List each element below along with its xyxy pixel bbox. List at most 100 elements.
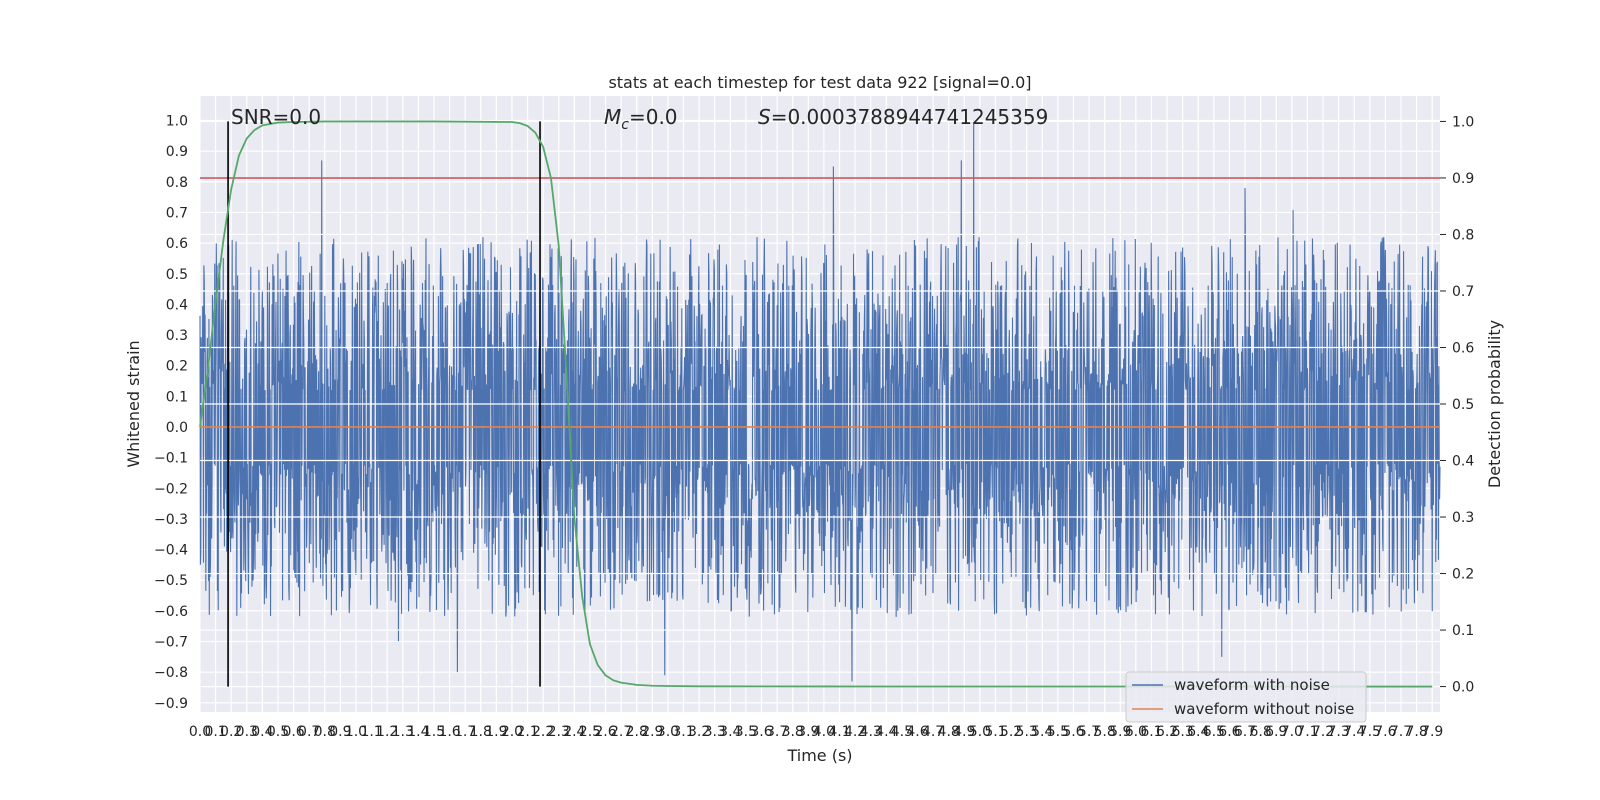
legend-label-clean: waveform without noise: [1174, 700, 1354, 718]
x-tick-label: 7.7: [1390, 724, 1412, 740]
x-tick-label: 2.3: [548, 724, 570, 740]
x-tick-label: 7.0: [1281, 724, 1303, 740]
x-tick-label: 1.3: [392, 724, 414, 740]
x-axis-label: Time (s): [786, 746, 852, 765]
x-tick-label: 7.1: [1296, 724, 1318, 740]
y-axis-label: Whitened strain: [124, 340, 143, 467]
y-tick-label: 0.3: [166, 328, 188, 344]
x-tick-label: 2.9: [641, 724, 663, 740]
x-tick-label: 5.9: [1109, 724, 1131, 740]
x-tick-label: 7.3: [1327, 724, 1349, 740]
axes: 0.00.10.20.30.40.50.60.70.80.91.01.11.21…: [154, 114, 1474, 740]
x-tick-label: 6.0: [1125, 724, 1147, 740]
y-tick-label: −0.9: [154, 696, 188, 712]
x-tick-label: 1.4: [407, 724, 429, 740]
x-tick-label: 7.4: [1343, 724, 1365, 740]
x-tick-label: 2.8: [626, 724, 648, 740]
noise-trace: [199, 120, 1441, 682]
x-tick-label: 1.6: [438, 724, 460, 740]
y-tick-label: 0.0: [166, 420, 188, 436]
x-tick-label: 3.3: [704, 724, 726, 740]
x-tick-label: 2.4: [563, 724, 585, 740]
x-tick-label: 7.5: [1359, 724, 1381, 740]
x-tick-label: 3.2: [688, 724, 710, 740]
legend-label-noise: waveform with noise: [1174, 676, 1330, 694]
series-waveform-with-noise: [199, 120, 1441, 682]
y2-tick-label: 0.2: [1452, 567, 1474, 583]
y-tick-label: −0.8: [154, 665, 188, 681]
x-tick-label: 0.6: [282, 724, 304, 740]
legend-box: [1125, 671, 1367, 723]
x-tick-label: 1.2: [376, 724, 398, 740]
x-tick-label: 7.8: [1405, 724, 1427, 740]
x-tick-label: 4.6: [906, 724, 928, 740]
y-tick-label: −0.2: [154, 481, 188, 497]
y-tick-label: 0.2: [166, 359, 188, 375]
y2-tick-label: 0.1: [1452, 623, 1474, 639]
x-tick-label: 6.2: [1156, 724, 1178, 740]
x-tick-label: 6.8: [1249, 724, 1271, 740]
x-tick-label: 0.8: [314, 724, 336, 740]
y-tick-label: 0.1: [166, 389, 188, 405]
y-tick-label: 0.4: [166, 297, 188, 313]
x-tick-label: 1.0: [345, 724, 367, 740]
x-tick-label: 6.5: [1203, 724, 1225, 740]
y2-tick-label: 0.8: [1452, 227, 1474, 243]
snr-annotation: SNR=0.0: [231, 105, 321, 129]
x-tick-label: 0.0: [189, 724, 211, 740]
y-tick-label: 0.9: [166, 144, 188, 160]
x-tick-label: 4.3: [860, 724, 882, 740]
y2-tick-label: 0.9: [1452, 171, 1474, 187]
y-tick-label: 0.5: [166, 267, 188, 283]
x-tick-label: 3.7: [766, 724, 788, 740]
x-tick-label: 5.7: [1078, 724, 1100, 740]
x-tick-label: 1.5: [423, 724, 445, 740]
y-tick-label: −0.7: [154, 635, 188, 651]
y-tick-label: −0.5: [154, 573, 188, 589]
x-tick-label: 2.1: [516, 724, 538, 740]
x-tick-label: 2.6: [594, 724, 616, 740]
x-tick-label: 4.2: [844, 724, 866, 740]
x-tick-label: 3.0: [657, 724, 679, 740]
x-tick-label: 0.9: [329, 724, 351, 740]
x-tick-label: 4.9: [953, 724, 975, 740]
y2-tick-label: 0.5: [1452, 397, 1474, 413]
x-tick-label: 4.0: [813, 724, 835, 740]
x-tick-label: 3.1: [672, 724, 694, 740]
x-tick-label: 0.7: [298, 724, 320, 740]
x-tick-label: 3.9: [797, 724, 819, 740]
y-tick-label: 0.6: [166, 236, 188, 252]
x-tick-label: 4.7: [922, 724, 944, 740]
x-tick-label: 5.8: [1094, 724, 1116, 740]
x-tick-label: 6.4: [1187, 724, 1209, 740]
x-tick-label: 5.1: [984, 724, 1006, 740]
x-tick-label: 2.0: [501, 724, 523, 740]
y2-tick-label: 0.3: [1452, 510, 1474, 526]
x-tick-label: 4.1: [828, 724, 850, 740]
x-tick-label: 2.7: [610, 724, 632, 740]
x-tick-label: 0.1: [204, 724, 226, 740]
detection-probability-curve: [199, 120, 1433, 688]
x-tick-label: 2.5: [579, 724, 601, 740]
y-tick-label: −0.6: [154, 604, 188, 620]
y2-tick-label: 0.6: [1452, 340, 1474, 356]
x-tick-label: 7.6: [1374, 724, 1396, 740]
x-tick-label: 6.3: [1172, 724, 1194, 740]
x-tick-label: 6.1: [1140, 724, 1162, 740]
y-tick-label: 0.8: [166, 175, 188, 191]
y2-axis-label: Detection probability: [1485, 320, 1504, 488]
y2-tick-label: 0.7: [1452, 284, 1474, 300]
x-tick-label: 0.3: [236, 724, 258, 740]
x-tick-label: 5.4: [1031, 724, 1053, 740]
chirp-mass-annotation: Mc=0.0: [604, 105, 678, 133]
x-tick-label: 3.6: [750, 724, 772, 740]
x-tick-label: 0.2: [220, 724, 242, 740]
x-tick-label: 1.7: [454, 724, 476, 740]
x-tick-label: 0.5: [267, 724, 289, 740]
y2-tick-label: 1.0: [1452, 114, 1474, 130]
x-tick-label: 5.2: [1000, 724, 1022, 740]
legend: waveform with noise waveform without noi…: [1125, 671, 1367, 723]
y-tick-label: −0.3: [154, 512, 188, 528]
x-tick-label: 6.6: [1218, 724, 1240, 740]
